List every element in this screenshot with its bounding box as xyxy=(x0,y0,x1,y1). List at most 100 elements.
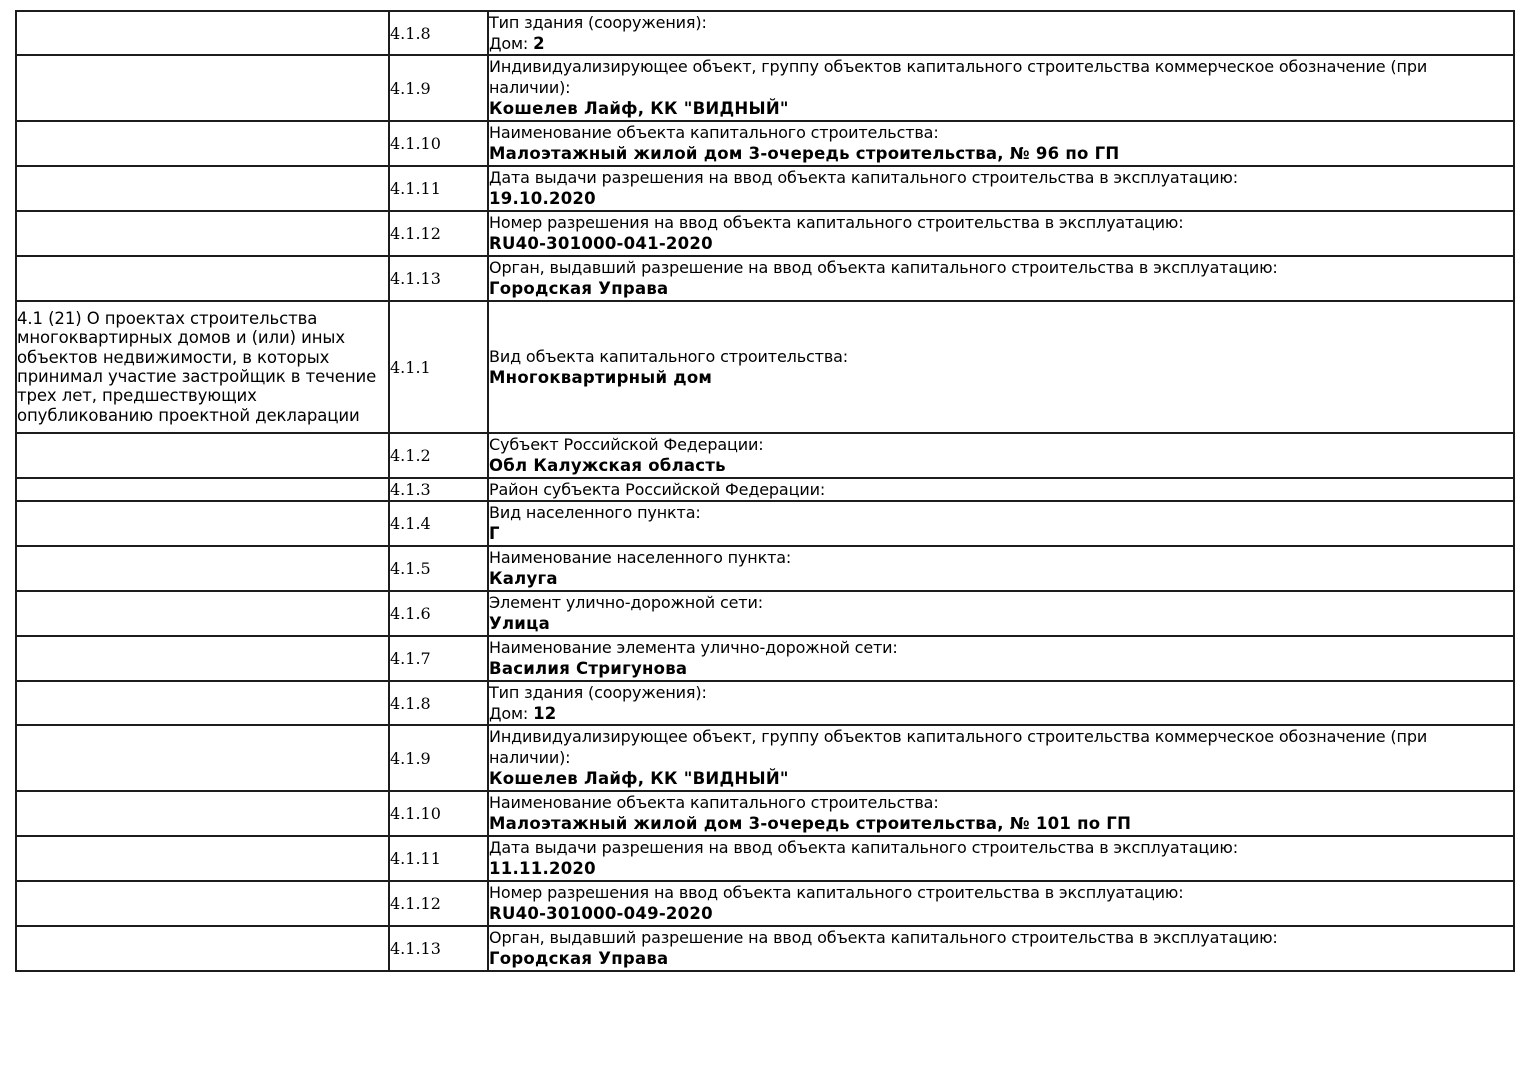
row-index-cell: 4.1.11 xyxy=(388,835,489,882)
field-cell: Тип здания (сооружения): Дом: 12 xyxy=(487,680,1515,726)
field-cell: Дата выдачи разрешения на ввод объекта к… xyxy=(487,165,1515,212)
field-cell: Индивидуализирующее объект, группу объек… xyxy=(487,54,1515,122)
section-cell xyxy=(15,165,390,212)
field-value: 2 xyxy=(533,34,545,53)
row-index-cell: 4.1.10 xyxy=(388,120,489,167)
row-index-number: 4.1.10 xyxy=(390,134,441,153)
row-index-cell: 4.1.8 xyxy=(388,10,489,56)
field-value: Улица xyxy=(489,614,550,633)
row-index-number: 4.1.7 xyxy=(390,649,431,668)
row-index-cell: 4.1.11 xyxy=(388,165,489,212)
field-value: 12 xyxy=(533,704,557,723)
field-value: Василия Стригунова xyxy=(489,659,688,678)
field-value: Городская Управа xyxy=(489,949,669,968)
field-cell: Район субъекта Российской Федерации: xyxy=(487,477,1515,502)
field-cell: Дата выдачи разрешения на ввод объекта к… xyxy=(487,835,1515,882)
row-index-number: 4.1.6 xyxy=(390,604,431,623)
row-index-number: 4.1.10 xyxy=(390,804,441,823)
table-row: 4.1.11 Дата выдачи разрешения на ввод объ… xyxy=(15,835,1515,882)
row-index-number: 4.1.9 xyxy=(390,748,431,768)
field-value-prefix: Дом: xyxy=(489,704,534,723)
row-index-cell: 4.1.1 xyxy=(388,300,489,434)
row-index-number: 4.1.4 xyxy=(390,514,431,533)
table-row: 4.1.12 Номер разрешения на ввод объекта к… xyxy=(15,210,1515,257)
row-index-cell: 4.1.8 xyxy=(388,680,489,726)
field-value: Кошелев Лайф, КК "ВИДНЫЙ" xyxy=(489,99,789,118)
row-index-cell: 4.1.9 xyxy=(388,54,489,122)
field-cell: Номер разрешения на ввод объекта капитал… xyxy=(487,880,1515,927)
field-cell: Индивидуализирующее объект, группу объек… xyxy=(487,724,1515,792)
section-cell xyxy=(15,54,390,122)
field-label: Наименование объекта капитального строит… xyxy=(489,123,939,142)
table-row: 4.1.11 Дата выдачи разрешения на ввод объ… xyxy=(15,165,1515,212)
row-index-cell: 4.1.12 xyxy=(388,210,489,257)
row-index-number: 4.1.2 xyxy=(390,446,431,465)
field-value: Городская Управа xyxy=(489,279,669,298)
row-index-cell: 4.1.13 xyxy=(388,255,489,302)
field-value: 19.10.2020 xyxy=(489,189,596,208)
field-cell: Орган, выдавший разрешение на ввод объек… xyxy=(487,925,1515,972)
field-cell: Вид населенного пункта: Г xyxy=(487,500,1515,547)
section-cell: 4.1 (21) О проектах строительства многок… xyxy=(15,300,390,434)
field-value: Малоэтажный жилой дом 3-очередь строител… xyxy=(489,144,1120,163)
field-label: Вид населенного пункта: xyxy=(489,503,701,522)
field-label: Вид объекта капитального строительства: xyxy=(489,346,849,366)
declaration-table: 4.1.8 Тип здания (сооружения): Дом: 2 4.1.9… xyxy=(15,10,1515,972)
table-row: 4.1.8 Тип здания (сооружения): Дом: 12 xyxy=(15,680,1515,726)
field-label: Орган, выдавший разрешение на ввод объек… xyxy=(489,258,1278,277)
field-label: Наименование населенного пункта: xyxy=(489,548,792,567)
field-value: Малоэтажный жилой дом 3-очередь строител… xyxy=(489,814,1132,833)
row-index-cell: 4.1.2 xyxy=(388,432,489,479)
field-value: Обл Калужская область xyxy=(489,456,726,475)
row-index-number: 4.1.8 xyxy=(390,693,431,713)
field-label: Элемент улично-дорожной сети: xyxy=(489,593,763,612)
section-cell xyxy=(15,925,390,972)
field-cell: Наименование элемента улично-дорожной се… xyxy=(487,635,1515,682)
row-index-cell: 4.1.9 xyxy=(388,724,489,792)
row-index-number: 4.1.1 xyxy=(390,357,431,377)
row-index-cell: 4.1.3 xyxy=(388,477,489,502)
section-cell xyxy=(15,680,390,726)
field-cell: Субъект Российской Федерации: Обл Калужск… xyxy=(487,432,1515,479)
table-row: 4.1.13 Орган, выдавший разрешение на ввод… xyxy=(15,255,1515,302)
row-index-number: 4.1.11 xyxy=(390,179,441,198)
field-cell: Тип здания (сооружения): Дом: 2 xyxy=(487,10,1515,56)
field-cell: Наименование объекта капитального строит… xyxy=(487,790,1515,837)
field-label: Дата выдачи разрешения на ввод объекта к… xyxy=(489,838,1238,857)
row-index-number: 4.1.5 xyxy=(390,559,431,578)
row-index-cell: 4.1.12 xyxy=(388,880,489,927)
field-value: 11.11.2020 xyxy=(489,859,596,878)
table-row: 4.1.12 Номер разрешения на ввод объекта к… xyxy=(15,880,1515,927)
row-index-number: 4.1.9 xyxy=(390,78,431,98)
table-row: 4.1.13 Орган, выдавший разрешение на ввод… xyxy=(15,925,1515,972)
section-cell xyxy=(15,500,390,547)
row-index-number: 4.1.12 xyxy=(390,894,441,913)
field-cell: Наименование объекта капитального строит… xyxy=(487,120,1515,167)
row-index-number: 4.1.12 xyxy=(390,224,441,243)
field-label: Номер разрешения на ввод объекта капитал… xyxy=(489,883,1184,902)
field-cell: Наименование населенного пункта: Калуга xyxy=(487,545,1515,592)
field-label: Наименование объекта капитального строит… xyxy=(489,793,939,812)
section-cell xyxy=(15,590,390,637)
row-index-cell: 4.1.6 xyxy=(388,590,489,637)
field-label: Тип здания (сооружения): xyxy=(489,683,707,702)
field-label: Номер разрешения на ввод объекта капитал… xyxy=(489,213,1184,232)
table-row: 4.1.8 Тип здания (сооружения): Дом: 2 xyxy=(15,10,1515,56)
field-label: Район субъекта Российской Федерации: xyxy=(489,480,826,499)
row-index-cell: 4.1.10 xyxy=(388,790,489,837)
table-row: 4.1 (21) О проектах строительства многок… xyxy=(15,300,1515,434)
field-label: Наименование элемента улично-дорожной се… xyxy=(489,638,898,657)
field-value-line: Дом: 2 xyxy=(489,33,1513,54)
field-label: Тип здания (сооружения): xyxy=(489,13,707,32)
row-index-number: 4.1.8 xyxy=(390,23,431,43)
field-value-line: Дом: 12 xyxy=(489,703,1513,724)
row-index-cell: 4.1.4 xyxy=(388,500,489,547)
declaration-table-body: 4.1.8 Тип здания (сооружения): Дом: 2 4.1.9… xyxy=(15,10,1515,972)
field-value: RU40-301000-041-2020 xyxy=(489,234,713,253)
table-row: 4.1.5 Наименование населенного пункта: Кал… xyxy=(15,545,1515,592)
table-row: 4.1.10 Наименование объекта капитального … xyxy=(15,790,1515,837)
field-label: Индивидуализирующее объект, группу объек… xyxy=(489,727,1428,767)
field-cell: Орган, выдавший разрешение на ввод объек… xyxy=(487,255,1515,302)
field-cell: Номер разрешения на ввод объекта капитал… xyxy=(487,210,1515,257)
